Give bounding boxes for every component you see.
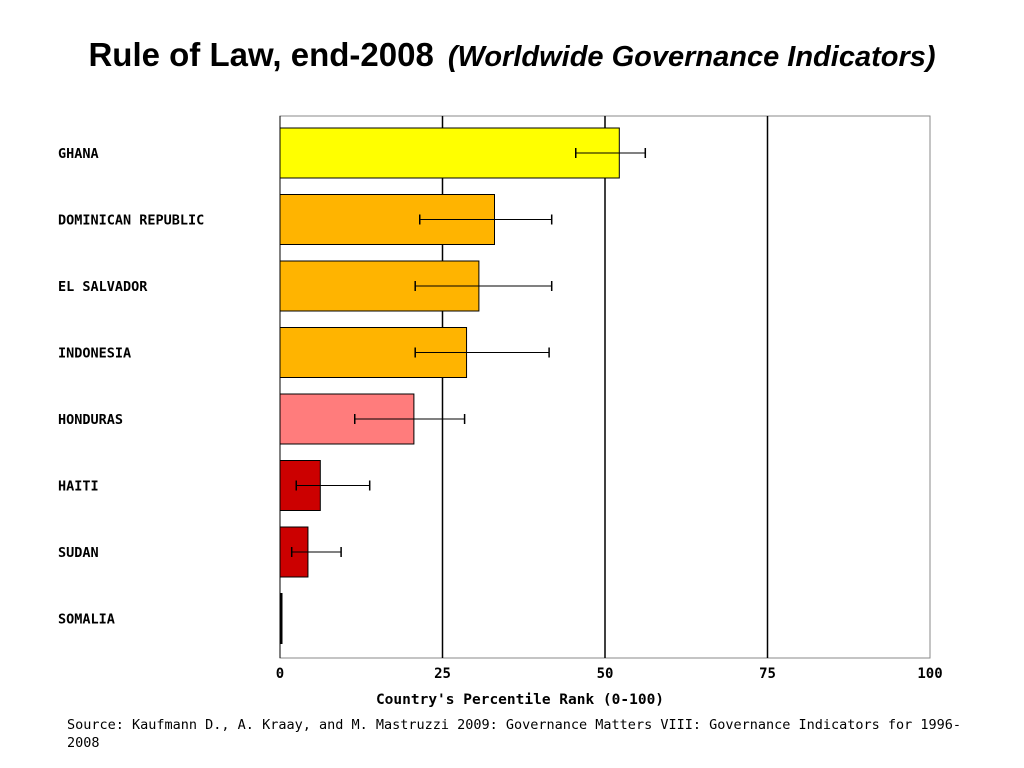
chart-title: Rule of Law, end-2008 (Worldwide Governan… — [0, 36, 1024, 74]
x-tick-label: 25 — [434, 666, 451, 682]
category-label: HAITI — [58, 479, 99, 495]
title-subtitle: (Worldwide Governance Indicators) — [447, 41, 936, 73]
x-axis-title: Country's Percentile Rank (0-100) — [376, 692, 664, 708]
category-label: DOMINICAN REPUBLIC — [58, 213, 204, 229]
x-tick-label: 50 — [597, 666, 614, 682]
category-label: INDONESIA — [58, 346, 131, 362]
x-tick-label: 75 — [759, 666, 776, 682]
category-label: GHANA — [58, 146, 99, 162]
bar — [279, 127, 620, 179]
category-label: SOMALIA — [58, 612, 115, 628]
bar — [279, 593, 283, 644]
category-label: EL SALVADOR — [58, 279, 148, 295]
category-label: SUDAN — [58, 545, 99, 561]
source-note: Source: Kaufmann D., A. Kraay, and M. Ma… — [67, 717, 962, 751]
title-main: Rule of Law, end-2008 — [88, 36, 434, 73]
x-tick-label: 100 — [917, 666, 942, 682]
category-label: HONDURAS — [58, 412, 123, 428]
x-tick-label: 0 — [276, 666, 284, 682]
